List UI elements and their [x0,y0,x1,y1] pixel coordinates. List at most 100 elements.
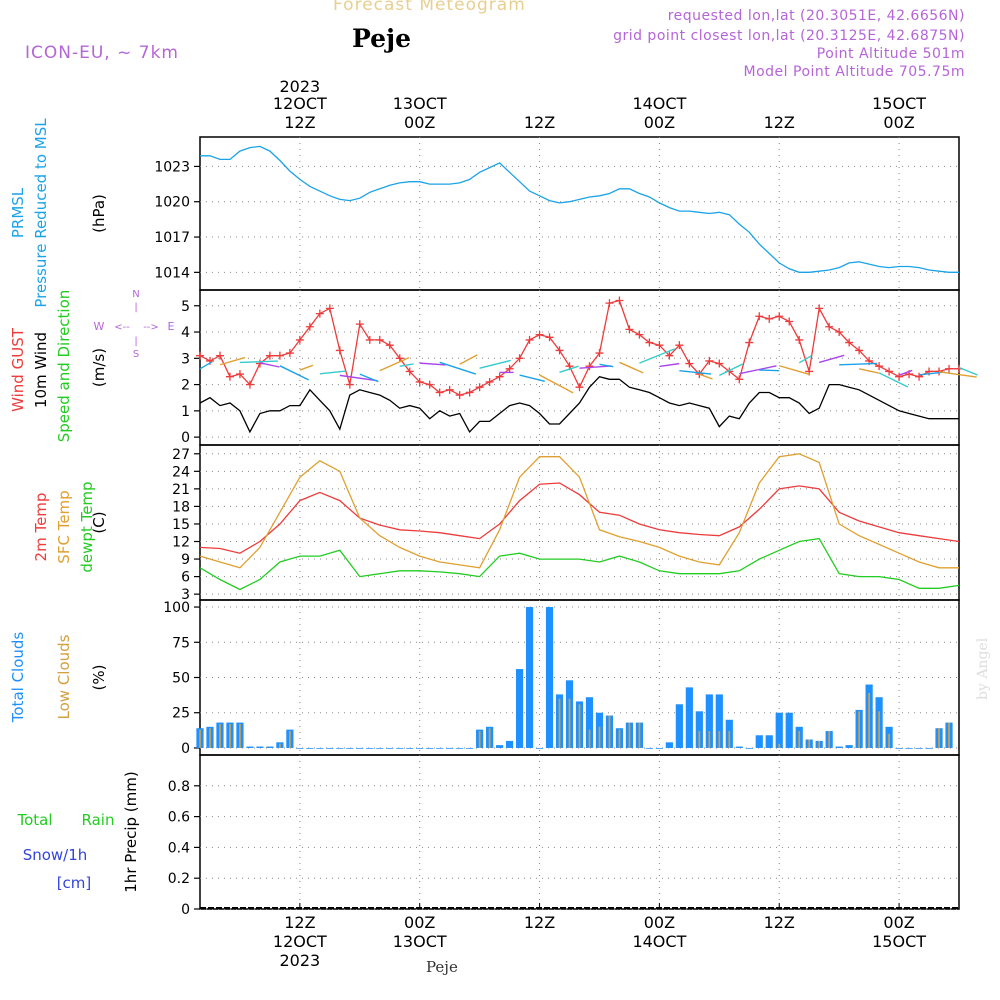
model-altitude: Model Point Altitude 705.75m [743,64,965,80]
total-cloud-bar [585,697,594,748]
temp-2m-line [199,482,960,554]
gust-marker [285,349,294,358]
low-cloud-bar [568,698,571,748]
gust-marker [265,351,274,360]
low-cloud-bar [708,731,711,748]
gust-marker [475,383,484,392]
gust-marker [675,341,684,350]
bottom-hour-label: 12Z [764,913,795,932]
bottom-date-label: 12OCT [273,932,327,951]
gust-marker [835,328,844,337]
total-cloud-bar [406,747,414,749]
gust-marker [435,388,444,397]
wind-speed-line [199,375,959,434]
low-cloud-bar [618,729,621,748]
wind-arrow [898,369,913,376]
gust-marker [405,367,414,376]
wind-arrow [639,348,675,364]
gust-marker [645,338,654,347]
compass-right: --> [143,322,159,333]
wind-arrow [659,362,680,368]
gust-marker [635,330,644,339]
top-hour-label: 12Z [764,113,795,132]
gust-marker [275,351,284,360]
total-cloud-bar [895,747,903,749]
ytick-label: 9 [181,552,190,568]
low-cloud-bar [199,729,201,748]
low-cloud-bar [868,693,870,748]
wind-arrow [818,354,845,364]
total-cloud-bar [515,669,524,748]
gust-marker [325,304,334,313]
low-cloud-bar [229,724,231,748]
ytick-label: 21 [172,482,190,498]
gust-marker [355,320,364,329]
rain-label: Rain [82,811,115,829]
top-date-label: 15OCT [872,94,926,113]
ytick-label: 1014 [154,265,190,281]
gust-marker [695,370,704,379]
gust-marker [655,341,664,350]
wind-arrow [878,372,909,388]
wind-arrow [958,366,978,376]
wind-arrow [679,370,712,375]
total-cloud-bar [256,746,264,748]
location-title: Peje [352,24,411,53]
footer-location: Peje [426,958,458,976]
low-cloud-bar [279,743,281,748]
bottom-hour-label: 00Z [644,913,675,932]
total-cloud-bar [426,747,434,749]
gust-marker [735,375,744,384]
gust-marker [895,372,904,381]
wind-arrow [419,362,446,366]
ytick-label: 0.6 [168,810,190,826]
low-cloud-bar [478,731,481,748]
low-cloud-bar [558,698,561,748]
total-cloud-bar [386,747,394,749]
total-cloud-bar [456,747,464,749]
bottom-hour-label: 00Z [404,913,435,932]
temp-2m-label: 2m Temp [32,493,50,562]
low-cloud-bar [598,726,601,748]
gust-marker [465,388,474,397]
ytick-label: 3 [181,587,190,603]
ytick-label: 0.8 [168,779,190,795]
low-cloud-bar [878,711,880,748]
wind-arrow [439,361,477,375]
low-cloud-bar [239,724,241,748]
ytick-label: 27 [172,447,190,463]
compass-w: W [94,320,105,333]
ytick-label: 100 [163,600,190,616]
gust-marker [915,372,924,381]
low-cloud-bar [628,722,631,748]
total-cloud-bar [735,746,743,748]
top-date-label: 13OCT [393,94,447,113]
gust-marker [495,372,504,381]
compass-n: N [132,289,139,300]
wind-arrow [259,362,280,368]
low-cloud-bar [718,731,721,748]
model-label: ICON-EU, ~ 7km [25,43,179,63]
compass-s: S [133,349,139,360]
gust-marker [305,322,314,331]
gust-marker [785,317,794,326]
gust-marker [375,335,384,344]
wind-arrow [239,360,278,364]
ytick-label: 1020 [154,195,190,211]
pressure-line [200,145,959,273]
total-cloud-bar [765,735,773,748]
total-cloud-bar [505,740,514,748]
gust-marker [755,312,764,321]
total-cloud-bar [356,747,364,749]
gridpoint-coords: grid point closest lon,lat (20.3125E, 42… [613,28,965,44]
ytick-label: 2 [181,378,190,394]
gust-marker [365,335,374,344]
total-cloud-bar [316,747,324,749]
gust-marker [685,359,694,368]
top-year-label: 2023 [280,77,321,96]
low-cloud-bar [578,704,581,748]
top-hour-label: 00Z [883,113,914,132]
total-cloud-bar [396,747,404,749]
gust-marker [815,304,824,313]
